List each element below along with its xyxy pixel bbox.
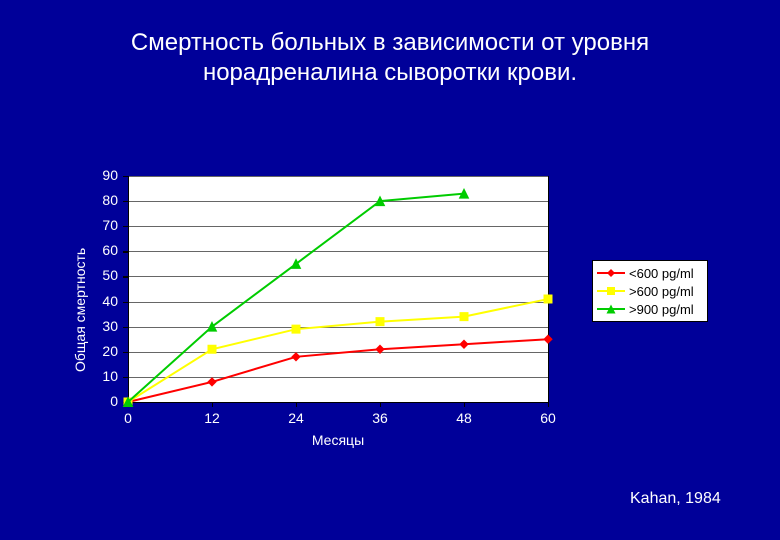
series-marker xyxy=(376,345,384,353)
citation: Kahan, 1984 xyxy=(630,490,721,508)
legend-label: >600 pg/ml xyxy=(629,284,694,299)
legend-item: <600 pg/ml xyxy=(597,264,703,282)
series-line xyxy=(128,339,548,402)
series-marker xyxy=(544,335,552,343)
series-marker xyxy=(460,340,468,348)
series-marker xyxy=(376,318,384,326)
slide: Смертность больных в зависимости от уров… xyxy=(0,0,780,540)
series-marker xyxy=(460,313,468,321)
legend-item: >900 pg/ml xyxy=(597,300,703,318)
legend-label: >900 pg/ml xyxy=(629,302,694,317)
series-marker xyxy=(208,345,216,353)
legend: <600 pg/ml >600 pg/ml >900 pg/ml xyxy=(592,260,708,322)
series-marker xyxy=(544,295,552,303)
legend-sample xyxy=(597,266,625,280)
series-marker xyxy=(292,325,300,333)
legend-item: >600 pg/ml xyxy=(597,282,703,300)
series-marker xyxy=(208,378,216,386)
legend-sample xyxy=(597,302,625,316)
legend-label: <600 pg/ml xyxy=(629,266,694,281)
legend-sample xyxy=(597,284,625,298)
series-marker xyxy=(292,353,300,361)
